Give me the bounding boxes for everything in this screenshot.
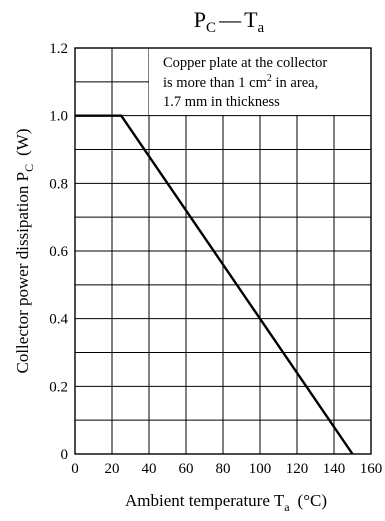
y-axis-label-sub: C: [22, 164, 36, 172]
title-pc-sub: C: [206, 20, 216, 36]
annotation-line-1: Copper plate at the collector: [163, 55, 327, 71]
x-tick-label: 120: [286, 461, 309, 477]
title-dash: —: [218, 7, 242, 32]
x-tick-label: 60: [179, 461, 194, 477]
x-tick-label: 40: [142, 461, 157, 477]
title-ta-sub: a: [258, 20, 265, 36]
annotation: Copper plate at the collector is more th…: [149, 48, 371, 115]
chart-title: PC — Ta: [194, 7, 265, 36]
y-axis-label-text: Collector power dissipation P: [13, 172, 32, 374]
y-tick-label: 1.2: [49, 41, 68, 57]
series: [75, 114, 354, 455]
annotation-line-3: 1.7 mm in thickness: [163, 94, 280, 110]
x-tick-label: 20: [105, 461, 120, 477]
y-tick-label: 0.8: [49, 176, 68, 192]
x-tick-label: 80: [216, 461, 231, 477]
annotation-box: [149, 48, 371, 115]
tick-labels: 0 20 40 60 80 100 120 140 160 0 0.2 0.4 0.6 0.8 1.0 1.2: [49, 41, 382, 477]
plot-frame: [74, 47, 372, 455]
x-tick-label: 100: [249, 461, 272, 477]
y-axis-label-unit: (W): [13, 128, 32, 155]
y-tick-label: 0: [61, 447, 69, 463]
x-tick-label: 160: [360, 461, 383, 477]
annotation-line-2: is more than 1 cm2 in area,: [163, 73, 318, 91]
x-tick-label: 0: [71, 461, 79, 477]
y-axis-label: Collector power dissipation PC (W): [13, 128, 36, 373]
y-tick-label: 0.6: [49, 244, 68, 260]
x-axis-label: Ambient temperature Ta (°C): [125, 491, 327, 514]
x-axis-label-sub: a: [284, 500, 290, 514]
y-tick-label: 0.4: [49, 312, 68, 328]
x-axis-label-unit: (°C): [298, 491, 327, 510]
x-axis-label-text: Ambient temperature T: [125, 491, 285, 510]
annotation-line-2-end: in area,: [272, 75, 318, 91]
title-pc: P: [194, 7, 206, 32]
x-tick-label: 140: [323, 461, 346, 477]
annotation-line-2-sup: 2: [267, 73, 272, 84]
title-ta: T: [244, 7, 258, 32]
y-tick-label: 1.0: [49, 109, 68, 125]
derating-curve: [75, 114, 354, 455]
y-tick-label: 0.2: [49, 379, 68, 395]
annotation-line-2-text: is more than 1 cm: [163, 75, 268, 91]
